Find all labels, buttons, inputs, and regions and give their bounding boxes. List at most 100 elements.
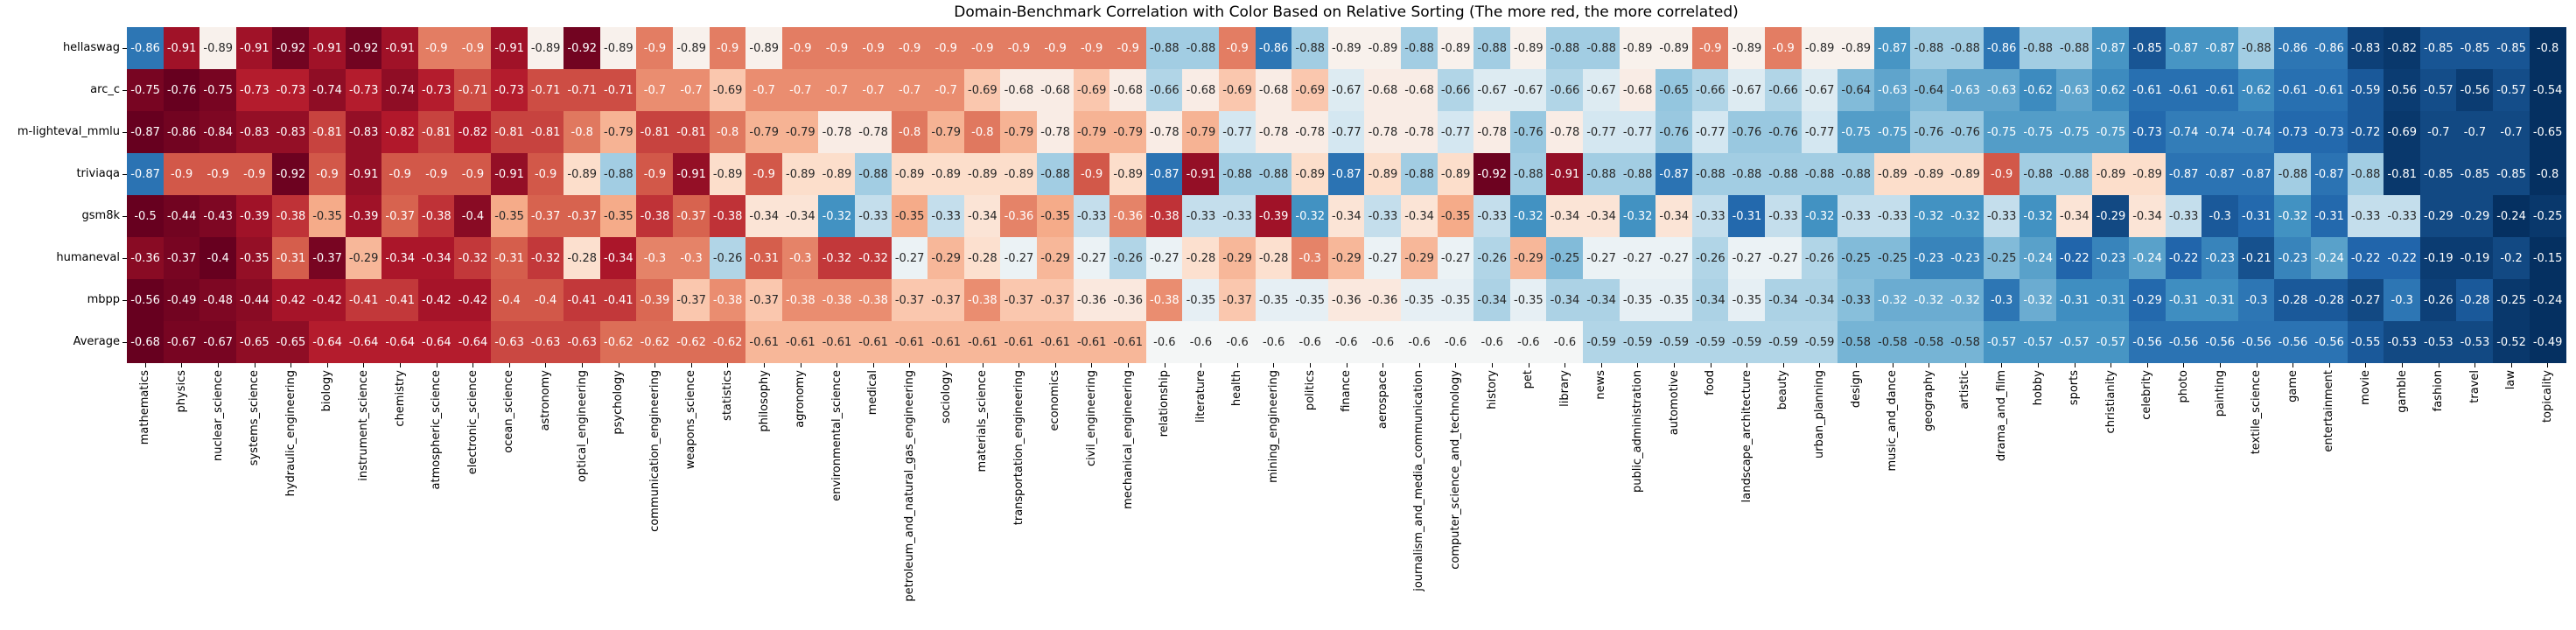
- x-tick: [1455, 363, 1457, 368]
- heatmap-cell: -0.64: [1910, 69, 1948, 111]
- heatmap-cell: -0.9: [636, 153, 674, 195]
- col-label: communication_engineering: [648, 370, 662, 532]
- heatmap-cell: -0.77: [1583, 111, 1620, 153]
- heatmap-cell: -0.33: [1219, 195, 1256, 237]
- col-label: biology: [320, 370, 334, 412]
- heatmap-cell: -0.33: [1873, 195, 1911, 237]
- heatmap-cell: -0.83: [235, 111, 273, 153]
- heatmap-cell: -0.89: [1110, 153, 1147, 195]
- col-label: design: [1849, 370, 1863, 409]
- x-tick: [1928, 363, 1930, 368]
- heatmap-cell: -0.26: [2419, 279, 2457, 321]
- heatmap-cell: -0.65: [1656, 69, 1693, 111]
- col-label: artistic: [1958, 370, 1972, 410]
- heatmap-cell: -0.89: [1364, 153, 1402, 195]
- heatmap-cell: -0.82: [382, 111, 419, 153]
- heatmap-cell: -0.9: [1691, 27, 1729, 69]
- x-tick: [1600, 363, 1602, 368]
- heatmap-cell: -0.38: [1145, 279, 1183, 321]
- heatmap-cell: -0.26: [1801, 237, 1838, 279]
- heatmap-cell: -0.9: [1110, 27, 1147, 69]
- heatmap-cell: -0.63: [491, 321, 528, 363]
- col-label: nuclear_science: [211, 370, 225, 461]
- heatmap-cell: -0.88: [1583, 153, 1620, 195]
- heatmap-cell: -0.63: [1947, 69, 1984, 111]
- heatmap-cell: -0.31: [2092, 279, 2130, 321]
- x-tick: [472, 363, 474, 368]
- heatmap-cell: -0.88: [1219, 153, 1256, 195]
- heatmap-cell: -0.38: [781, 279, 819, 321]
- heatmap-cell: -0.3: [673, 237, 710, 279]
- heatmap-cell: -0.59: [1619, 321, 1656, 363]
- heatmap-cell: -0.91: [673, 153, 710, 195]
- x-tick: [1782, 363, 1784, 368]
- heatmap-cell: -0.92: [272, 27, 310, 69]
- y-tick: [122, 174, 127, 175]
- heatmap-cell: -0.84: [200, 111, 237, 153]
- heatmap-cell: -0.76: [163, 69, 200, 111]
- heatmap-cell: -0.56: [2456, 69, 2494, 111]
- x-tick: [363, 363, 365, 368]
- heatmap-cell: -0.81: [673, 111, 710, 153]
- heatmap-cell: -0.25: [1838, 237, 1875, 279]
- x-tick: [1746, 363, 1748, 368]
- heatmap-cell: -0.8: [2529, 27, 2566, 69]
- y-tick: [122, 90, 127, 91]
- heatmap-cell: -0.61: [1037, 321, 1074, 363]
- heatmap-cell: -0.7: [781, 69, 819, 111]
- heatmap-cell: -0.7: [2456, 111, 2494, 153]
- heatmap-cell: -0.32: [1509, 195, 1547, 237]
- heatmap-cell: -0.9: [200, 153, 237, 195]
- x-tick: [1200, 363, 1202, 368]
- heatmap-cell: -0.73: [2311, 111, 2348, 153]
- heatmap-cell: -0.53: [2419, 321, 2457, 363]
- x-tick: [2146, 363, 2148, 368]
- heatmap-cell: -0.34: [599, 237, 637, 279]
- heatmap-cell: -0.56: [2165, 321, 2202, 363]
- heatmap-cell: -0.92: [272, 153, 310, 195]
- heatmap-cell: -0.68: [1401, 69, 1438, 111]
- heatmap-cell: -0.9: [1765, 27, 1802, 69]
- heatmap-cell: -0.65: [235, 321, 273, 363]
- col-label: music_and_dance: [1886, 370, 1900, 472]
- heatmap-cell: -0.88: [1474, 27, 1511, 69]
- heatmap-cell: -0.34: [1546, 195, 1584, 237]
- heatmap-cell: -0.37: [1000, 279, 1038, 321]
- x-tick: [545, 363, 547, 368]
- heatmap-cell: -0.77: [1219, 111, 1256, 153]
- x-tick: [1892, 363, 1894, 368]
- heatmap-cell: -0.31: [2165, 279, 2202, 321]
- heatmap-cell: -0.37: [564, 195, 601, 237]
- heatmap-cell: -0.32: [2020, 195, 2057, 237]
- heatmap-cell: -0.79: [1073, 111, 1110, 153]
- heatmap-cell: -0.79: [928, 111, 965, 153]
- heatmap-cell: -0.29: [1037, 237, 1074, 279]
- heatmap-cell: -0.31: [2055, 279, 2093, 321]
- col-label: materials_science: [976, 370, 990, 472]
- y-tick: [122, 258, 127, 259]
- heatmap-cell: -0.27: [1073, 237, 1110, 279]
- heatmap-cell: -0.34: [781, 195, 819, 237]
- heatmap-cell: -0.77: [1691, 111, 1729, 153]
- heatmap-cell: -0.89: [1873, 153, 1911, 195]
- heatmap-cell: -0.75: [2092, 111, 2130, 153]
- heatmap-cell: -0.77: [1619, 111, 1656, 153]
- heatmap-cell: -0.91: [345, 153, 382, 195]
- heatmap-cell: -0.58: [1910, 321, 1948, 363]
- heatmap-cell: -0.75: [200, 69, 237, 111]
- heatmap-cell: -0.29: [1219, 237, 1256, 279]
- heatmap-cell: -0.75: [1838, 111, 1875, 153]
- heatmap-cell: -0.6: [1474, 321, 1511, 363]
- heatmap-cell: -0.9: [1000, 27, 1038, 69]
- heatmap-cell: -0.89: [1327, 27, 1365, 69]
- x-tick: [800, 363, 802, 368]
- heatmap-cell: -0.72: [2347, 111, 2384, 153]
- heatmap-cell: -0.87: [2202, 153, 2239, 195]
- x-tick: [946, 363, 947, 368]
- heatmap-cell: -0.28: [1182, 237, 1220, 279]
- heatmap-cell: -0.28: [564, 237, 601, 279]
- col-label: instrument_science: [356, 370, 370, 481]
- heatmap-cell: -0.61: [2202, 69, 2239, 111]
- heatmap-cell: -0.61: [2165, 69, 2202, 111]
- x-tick: [1310, 363, 1311, 368]
